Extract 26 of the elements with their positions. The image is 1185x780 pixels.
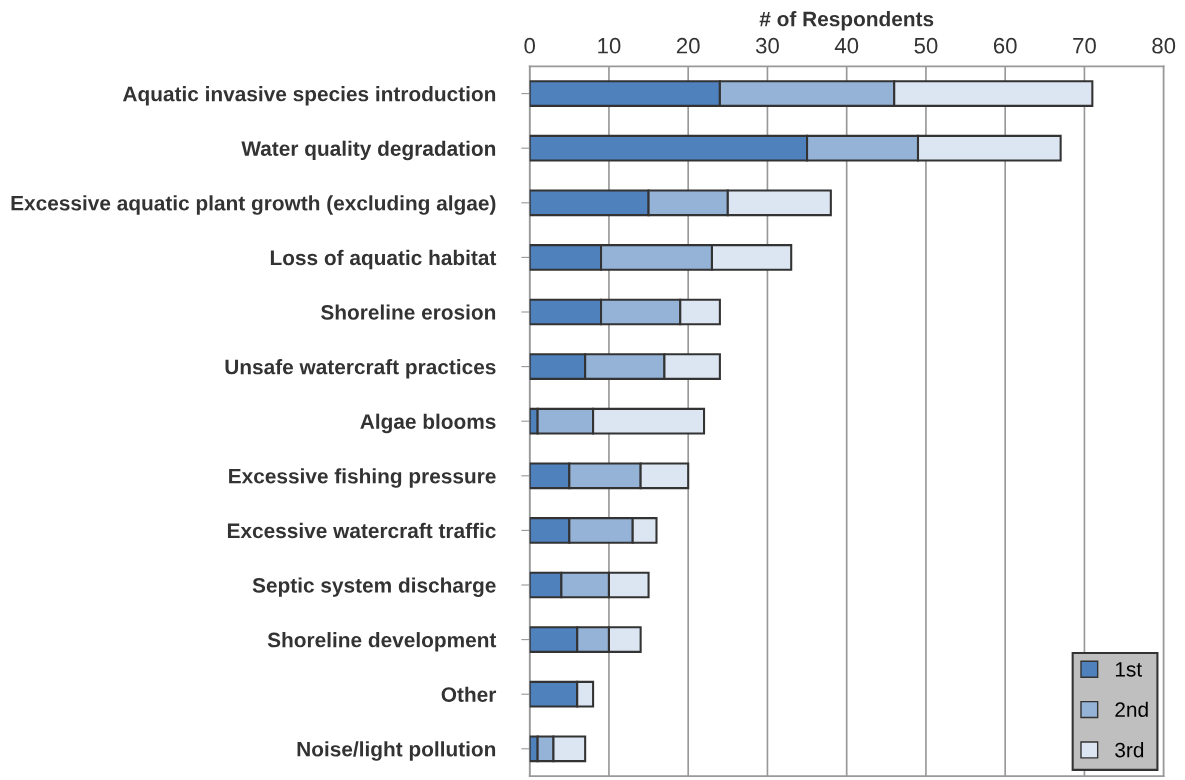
legend-label: 2nd	[1115, 701, 1148, 718]
y-tick-label: Shoreline development	[267, 632, 497, 652]
y-tick-label: Septic system discharge	[252, 577, 496, 597]
x-tick-label: 20	[676, 37, 700, 54]
x-tick-label: 60	[993, 37, 1017, 54]
y-tick-label: Unsafe watercraft practices	[225, 359, 496, 379]
x-tick-label: 80	[1152, 37, 1176, 54]
y-tick-label: Noise/light pollution	[297, 741, 496, 761]
x-tick-label: 70	[1073, 37, 1096, 54]
x-tick-label: 0	[524, 37, 536, 54]
y-tick-label: Water quality degradation	[241, 140, 496, 161]
y-tick-label: Excessive aquatic plant growth (excluding algae)	[11, 195, 496, 215]
y-tick-label: Algae blooms	[360, 413, 496, 434]
x-tick-label: 10	[598, 37, 621, 54]
x-tick-label: 50	[914, 37, 938, 54]
y-tick-label: Loss of aquatic habitat	[270, 249, 497, 270]
x-tick-label: 30	[755, 37, 779, 54]
y-tick-label: Excessive fishing pressure	[229, 468, 496, 488]
y-tick-label: Shoreline erosion	[321, 304, 496, 320]
legend-label: 3rd	[1115, 742, 1144, 758]
y-tick-label: Other	[441, 686, 497, 702]
legend-label: 1st	[1115, 662, 1142, 677]
x-axis-title: # of Respondents	[759, 11, 934, 31]
y-tick-label: Aquatic invasive species introduction	[122, 86, 496, 106]
x-tick-label: 40	[834, 37, 859, 54]
y-tick-label: Excessive watercraft traffic	[227, 522, 496, 539]
